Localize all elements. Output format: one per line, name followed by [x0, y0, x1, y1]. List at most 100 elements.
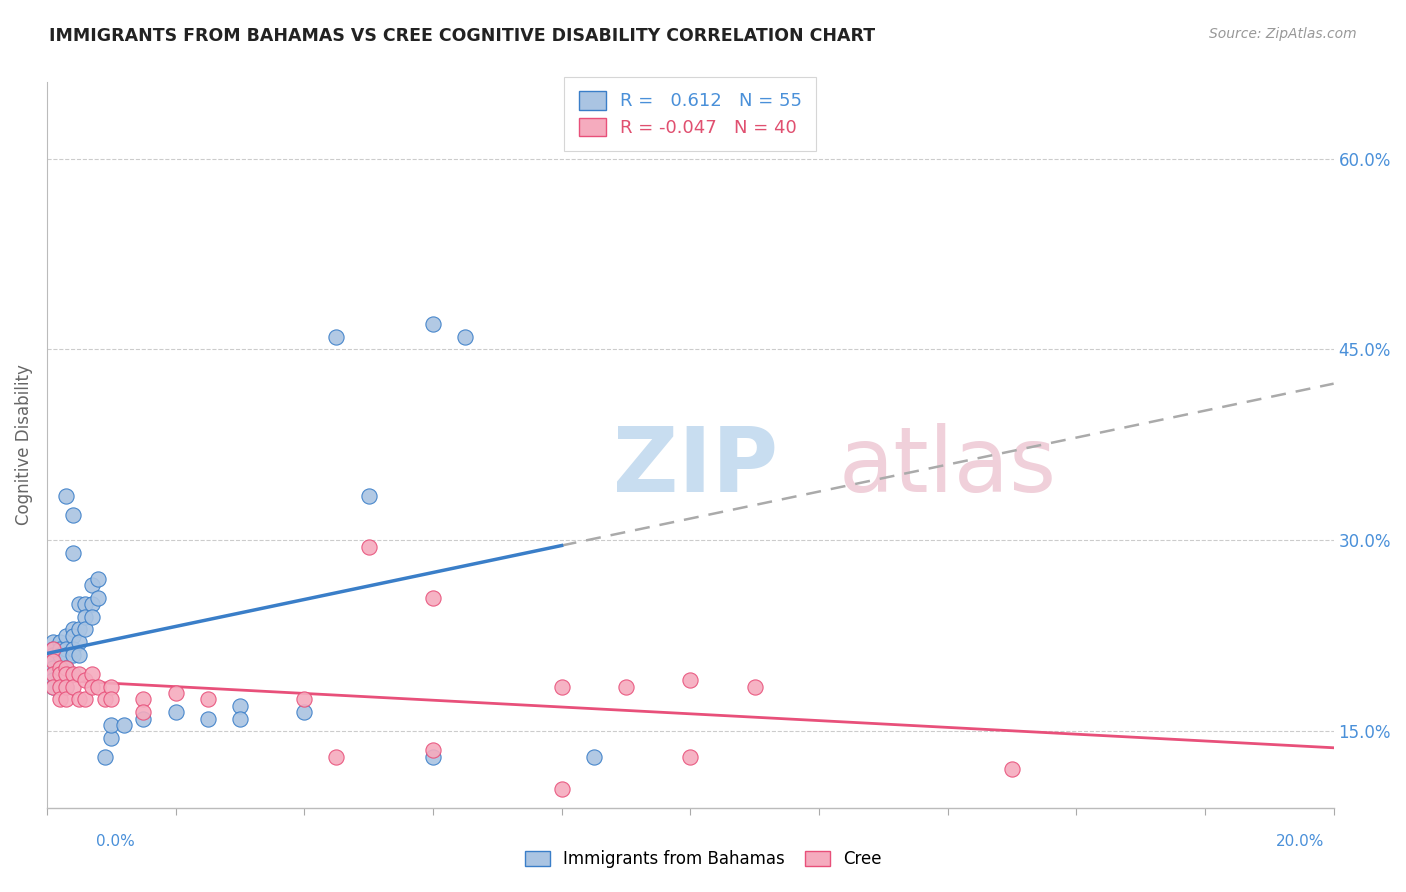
Point [75, 692, 97, 706]
Point [422, 749, 444, 764]
Point [325, 329, 347, 343]
Point [42, 667, 65, 681]
Point [422, 591, 444, 605]
Point [62, 546, 84, 560]
Point [132, 705, 155, 719]
Point [679, 673, 702, 688]
Point [80, 578, 103, 592]
Point [75, 597, 97, 611]
Point [75, 673, 97, 688]
Point [55, 660, 77, 674]
Point [1001, 763, 1024, 777]
Point [55, 660, 77, 674]
Point [49, 648, 72, 662]
Point [62, 667, 84, 681]
Point [42, 654, 65, 668]
Point [42, 654, 65, 668]
Point [325, 749, 347, 764]
Point [62, 629, 84, 643]
Point [49, 660, 72, 674]
Point [55, 667, 77, 681]
Point [42, 635, 65, 649]
Legend: Immigrants from Bahamas, Cree: Immigrants from Bahamas, Cree [517, 844, 889, 875]
Legend: R =   0.612   N = 55, R = -0.047   N = 40: R = 0.612 N = 55, R = -0.047 N = 40 [564, 77, 817, 152]
Point [49, 660, 72, 674]
Text: ZIP: ZIP [613, 423, 778, 510]
Point [229, 712, 252, 726]
Point [75, 609, 97, 624]
Y-axis label: Cognitive Disability: Cognitive Disability [15, 365, 32, 525]
Point [49, 667, 72, 681]
Point [94, 749, 117, 764]
Point [49, 692, 72, 706]
Point [55, 641, 77, 656]
Point [679, 749, 702, 764]
Point [100, 731, 122, 745]
Point [744, 680, 766, 694]
Point [42, 667, 65, 681]
Point [55, 648, 77, 662]
Point [357, 489, 380, 503]
Point [112, 718, 135, 732]
Point [49, 667, 72, 681]
Text: atlas: atlas [838, 423, 1056, 510]
Point [292, 692, 315, 706]
Point [454, 329, 477, 343]
Point [49, 680, 72, 694]
Point [42, 680, 65, 694]
Point [165, 686, 187, 700]
Point [292, 705, 315, 719]
Point [614, 680, 637, 694]
Point [197, 692, 219, 706]
Point [42, 641, 65, 656]
Point [80, 609, 103, 624]
Point [55, 667, 77, 681]
Text: 0.0%: 0.0% [96, 834, 135, 848]
Point [67, 635, 90, 649]
Point [357, 540, 380, 554]
Text: 20.0%: 20.0% [1277, 834, 1324, 848]
Point [80, 597, 103, 611]
Point [62, 680, 84, 694]
Point [62, 508, 84, 522]
Point [87, 591, 110, 605]
Point [550, 781, 572, 796]
Point [67, 623, 90, 637]
Point [49, 641, 72, 656]
Point [55, 680, 77, 694]
Point [42, 641, 65, 656]
Text: Source: ZipAtlas.com: Source: ZipAtlas.com [1209, 27, 1357, 41]
Point [55, 489, 77, 503]
Point [49, 680, 72, 694]
Point [62, 648, 84, 662]
Point [132, 692, 155, 706]
Point [67, 667, 90, 681]
Point [67, 597, 90, 611]
Point [55, 629, 77, 643]
Point [55, 692, 77, 706]
Point [67, 692, 90, 706]
Point [75, 623, 97, 637]
Point [42, 673, 65, 688]
Point [42, 648, 65, 662]
Point [197, 712, 219, 726]
Point [422, 743, 444, 757]
Point [229, 698, 252, 713]
Point [87, 680, 110, 694]
Point [100, 692, 122, 706]
Point [132, 712, 155, 726]
Text: IMMIGRANTS FROM BAHAMAS VS CREE COGNITIVE DISABILITY CORRELATION CHART: IMMIGRANTS FROM BAHAMAS VS CREE COGNITIV… [49, 27, 876, 45]
Point [67, 648, 90, 662]
Point [422, 317, 444, 331]
Point [42, 660, 65, 674]
Point [62, 641, 84, 656]
Point [62, 623, 84, 637]
Point [100, 718, 122, 732]
Point [550, 680, 572, 694]
Point [80, 667, 103, 681]
Point [55, 680, 77, 694]
Point [49, 635, 72, 649]
Point [42, 680, 65, 694]
Point [80, 680, 103, 694]
Point [87, 572, 110, 586]
